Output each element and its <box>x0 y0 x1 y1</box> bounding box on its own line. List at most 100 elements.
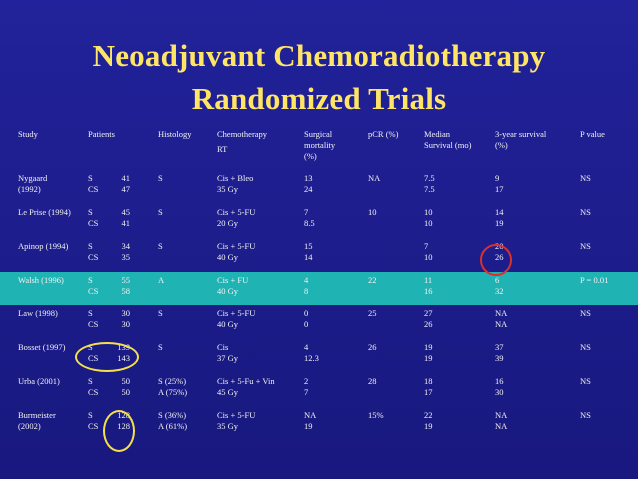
survival-chemoradiation: 30 <box>495 387 504 397</box>
n-surgery: 34 <box>121 241 131 251</box>
p-value: P = 0.01 <box>580 275 609 285</box>
histology-2: A (75%) <box>158 387 188 397</box>
median-surgery: 22 <box>424 410 433 420</box>
pcr-value: 15% <box>368 410 384 420</box>
radiation-dose: 35 Gy <box>217 184 239 194</box>
median-chemoradiation: 19 <box>424 421 433 431</box>
pcr-value: 22 <box>368 275 377 285</box>
header-pcr: pCR (%) <box>368 129 399 139</box>
chemotherapy: Cis + 5-FU <box>217 410 256 420</box>
chemotherapy: Cis + 5-FU <box>217 207 256 217</box>
n-chemoradiation: 30 <box>121 319 131 329</box>
n-chemoradiation: 35 <box>121 252 131 262</box>
p-value: NS <box>580 308 591 318</box>
survival-surgery: 37 <box>495 342 504 352</box>
study-name: Walsh (1996) <box>18 275 64 285</box>
radiation-dose: 37 Gy <box>217 353 239 363</box>
study-name: Apinop (1994) <box>18 241 69 251</box>
chemotherapy: Cis + FU <box>217 275 249 285</box>
arm-surgery: S <box>88 241 93 251</box>
arm-surgery: S <box>88 376 93 386</box>
histology-1: S <box>158 308 163 318</box>
radiation-dose: 40 Gy <box>217 319 239 329</box>
chemotherapy: Cis <box>217 342 229 352</box>
median-chemoradiation: 26 <box>424 319 433 329</box>
study-name: Nygaard <box>18 173 48 183</box>
mortality-surgery: 15 <box>304 241 313 251</box>
median-chemoradiation: 17 <box>424 387 433 397</box>
median-surgery: 18 <box>424 376 433 386</box>
trials-table: Study Patients Histology Chemotherapy RT… <box>0 126 638 447</box>
survival-surgery: NA <box>495 308 508 318</box>
n-surgery: 50 <box>121 376 131 386</box>
n-chemoradiation: 50 <box>121 387 131 397</box>
study-name: Bosset (1997) <box>18 342 66 352</box>
header-median-survival: Median Survival (mo) <box>424 129 472 150</box>
mortality-chemoradiation: 12.3 <box>304 353 319 363</box>
arm-chemoradiation: CS <box>88 421 99 431</box>
survival-surgery: 6 <box>495 275 500 285</box>
p-value: NS <box>580 207 591 217</box>
mortality-surgery: 4 <box>304 342 309 352</box>
header-chemotherapy: Chemotherapy RT <box>217 129 268 154</box>
mortality-chemoradiation: 24 <box>304 184 313 194</box>
chemotherapy: Cis + 5-FU <box>217 241 256 251</box>
median-chemoradiation: 10 <box>424 218 433 228</box>
table-header: Study Patients Histology Chemotherapy RT… <box>0 126 638 170</box>
table-row: Law (1998) S CS 30 30 S Cis + 5-FU 40 Gy… <box>0 305 638 339</box>
mortality-surgery: 2 <box>304 376 309 386</box>
header-study: Study <box>18 129 38 139</box>
n-surgery: 55 <box>121 275 131 285</box>
survival-chemoradiation: 39 <box>495 353 504 363</box>
median-chemoradiation: 7.5 <box>424 184 435 194</box>
title-line-1: Neoadjuvant Chemoradiotherapy <box>92 38 546 73</box>
p-value: NS <box>580 342 591 352</box>
pcr-value: NA <box>368 173 381 183</box>
mortality-chemoradiation: 8.5 <box>304 218 315 228</box>
table-row: Le Prise (1994) S CS 45 41 S Cis + 5-FU … <box>0 204 638 238</box>
chemotherapy: Cis + 5-Fu + Vin <box>217 376 275 386</box>
study-year: (2002) <box>18 421 41 431</box>
arm-chemoradiation: CS <box>88 387 99 397</box>
study-name: Urba (2001) <box>18 376 60 386</box>
median-chemoradiation: 10 <box>424 252 433 262</box>
n-chemoradiation: 58 <box>121 286 131 296</box>
median-chemoradiation: 16 <box>424 286 433 296</box>
median-chemoradiation: 19 <box>424 353 433 363</box>
arm-chemoradiation: CS <box>88 319 99 329</box>
arm-surgery: S <box>88 410 93 420</box>
pcr-value: 28 <box>368 376 377 386</box>
survival-chemoradiation: 17 <box>495 184 504 194</box>
mortality-surgery: 4 <box>304 275 309 285</box>
red-circle-highlight <box>480 244 512 276</box>
survival-surgery: 16 <box>495 376 504 386</box>
mortality-chemoradiation: 8 <box>304 286 309 296</box>
chemotherapy: Cis + 5-FU <box>217 308 256 318</box>
mortality-chemoradiation: 14 <box>304 252 313 262</box>
mortality-surgery: 7 <box>304 207 309 217</box>
header-surgical-mortality: Surgical mortality (%) <box>304 129 336 161</box>
n-chemoradiation: 41 <box>121 218 131 228</box>
survival-chemoradiation: NA <box>495 421 508 431</box>
radiation-dose: 40 Gy <box>217 252 239 262</box>
pcr-value: 10 <box>368 207 377 217</box>
radiation-dose: 40 Gy <box>217 286 239 296</box>
radiation-dose: 20 Gy <box>217 218 239 228</box>
chemotherapy: Cis + Bleo <box>217 173 254 183</box>
median-surgery: 19 <box>424 342 433 352</box>
mortality-surgery: 13 <box>304 173 313 183</box>
n-surgery: 45 <box>121 207 131 217</box>
yellow-circle-burmeister <box>103 410 135 452</box>
table-row: Walsh (1996) S CS 55 58 A Cis + FU 40 Gy… <box>0 272 638 305</box>
p-value: NS <box>580 410 591 420</box>
survival-chemoradiation: NA <box>495 319 508 329</box>
mortality-surgery: NA <box>304 410 317 420</box>
arm-surgery: S <box>88 173 93 183</box>
median-surgery: 7 <box>424 241 429 251</box>
n-surgery: 41 <box>121 173 131 183</box>
arm-surgery: S <box>88 207 93 217</box>
n-surgery: 30 <box>121 308 131 318</box>
header-patients: Patients <box>88 129 115 139</box>
histology-2: A (61%) <box>158 421 188 431</box>
